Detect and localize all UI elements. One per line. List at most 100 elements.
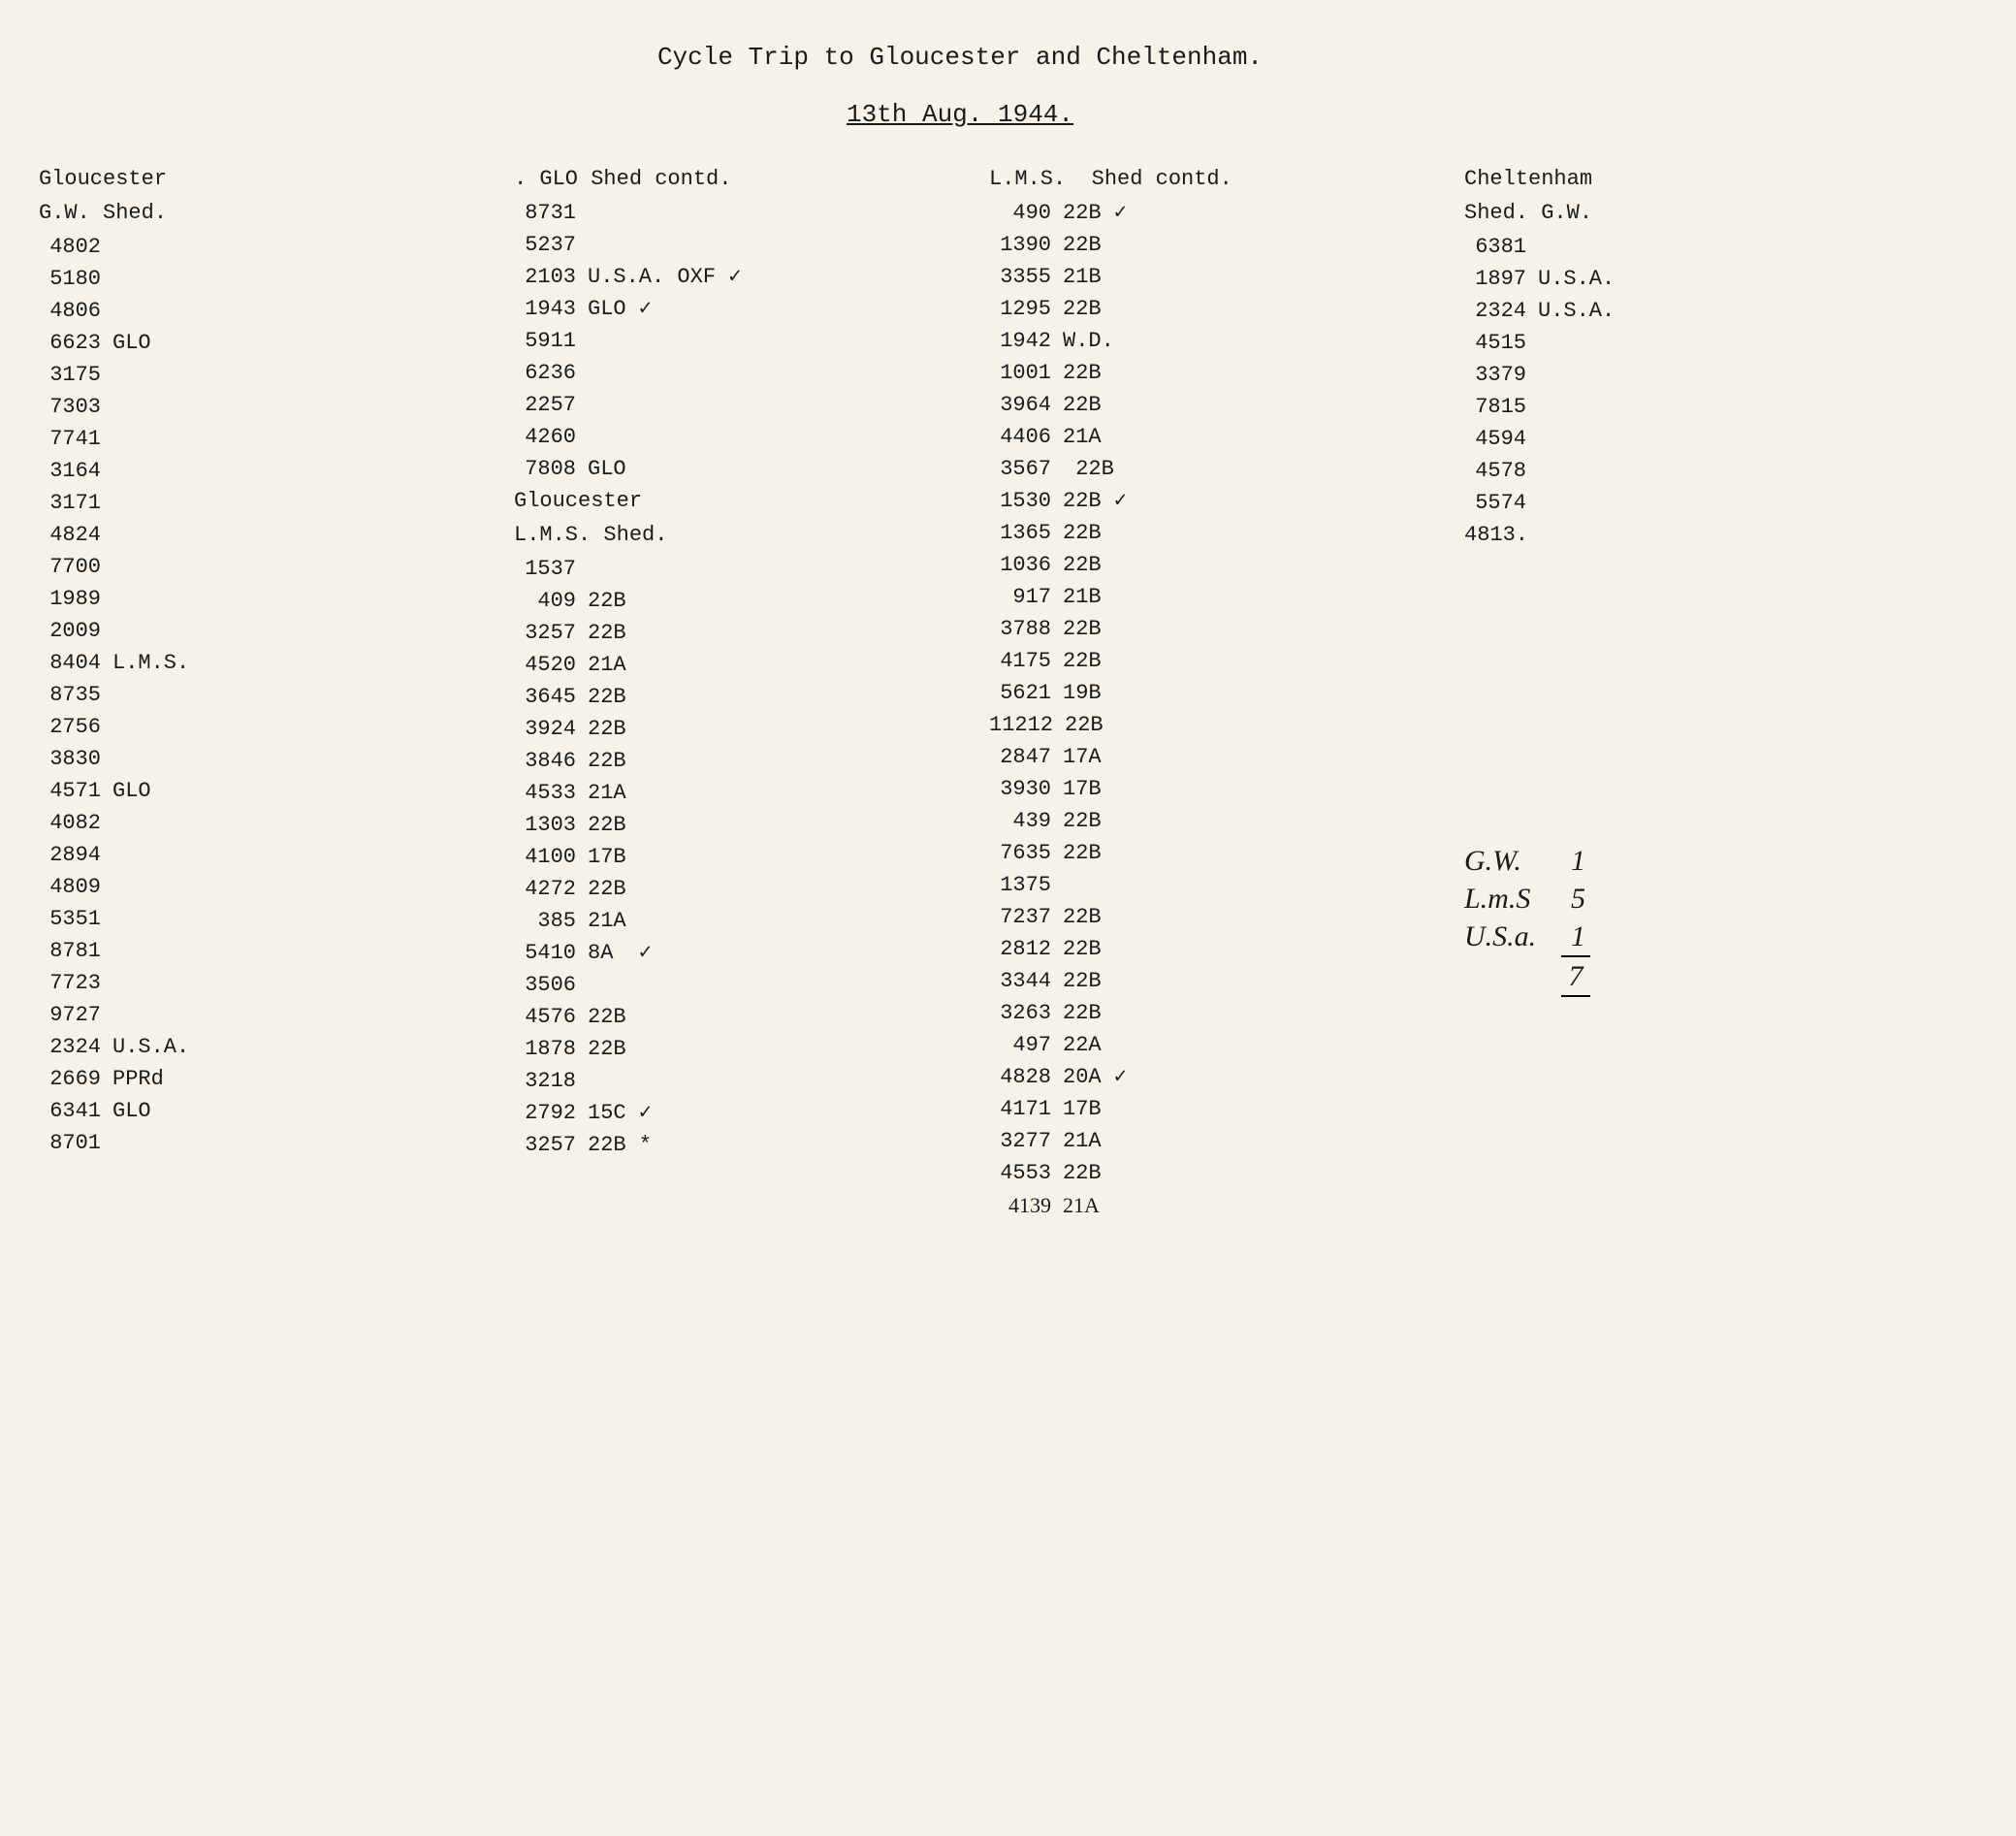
loco-note — [112, 839, 200, 871]
col1-row: 6341GLO — [39, 1095, 456, 1127]
col2-row: 1943GLO ✓ — [514, 293, 931, 325]
loco-note — [112, 935, 200, 967]
loco-note — [588, 197, 675, 229]
loco-number: 5180 — [39, 263, 101, 295]
loco-number: 2324 — [1464, 295, 1526, 327]
loco-note: 22B — [1063, 549, 1150, 581]
col1-row: 4806 — [39, 295, 456, 327]
col3-row: 417522B — [989, 645, 1406, 677]
loco-number: 7303 — [39, 391, 101, 423]
loco-number: 4272 — [514, 873, 576, 905]
col3-row: 326322B — [989, 997, 1406, 1029]
loco-number: 439 — [989, 805, 1051, 837]
loco-number: 3645 — [514, 681, 576, 713]
loco-note: 22B — [1063, 517, 1150, 549]
col3-row: 4406 21A — [989, 421, 1406, 453]
loco-number: 497 — [989, 1029, 1051, 1061]
loco-note: GLO ✓ — [588, 293, 675, 325]
loco-number: 1897 — [1464, 263, 1526, 295]
loco-note: 22A — [1063, 1029, 1150, 1061]
loco-note — [588, 969, 675, 1001]
loco-number: 4171 — [989, 1093, 1051, 1125]
loco-number: 4809 — [39, 871, 101, 903]
col3-row: 562119B — [989, 677, 1406, 709]
loco-note: 21A — [1063, 421, 1150, 453]
col2b-row: 364522B — [514, 681, 931, 713]
col4-row: 4515 — [1464, 327, 1881, 359]
loco-note: 22B — [588, 617, 675, 649]
loco-note — [112, 999, 200, 1031]
loco-number: 4578 — [1464, 455, 1526, 487]
column-3: L.M.S. Shed contd. 49022B ✓139022B335521… — [989, 163, 1406, 1221]
loco-number: 8735 — [39, 679, 101, 711]
loco-number: 4533 — [514, 777, 576, 809]
col1-row: 7303 — [39, 391, 456, 423]
tally-value: 5 — [1571, 880, 1585, 918]
loco-number: 7723 — [39, 967, 101, 999]
col3-row: 100122B — [989, 357, 1406, 389]
loco-note: GLO — [588, 453, 675, 485]
col1-row: 3175 — [39, 359, 456, 391]
col2b-row: 325722B * — [514, 1129, 931, 1161]
loco-number: 1001 — [989, 357, 1051, 389]
col1-row: 3164 — [39, 455, 456, 487]
loco-note: 8A ✓ — [588, 937, 675, 969]
loco-number: 3171 — [39, 487, 101, 519]
col2-header2a: Gloucester — [514, 485, 931, 517]
tally-row: L.m.S5 — [1464, 880, 1881, 918]
loco-note: 22B — [1063, 965, 1150, 997]
loco-number: 2792 — [514, 1097, 576, 1129]
loco-number: 385 — [514, 905, 576, 937]
col4-row: 2324U.S.A. — [1464, 295, 1881, 327]
loco-note: 21A — [588, 905, 675, 937]
loco-note: 22B — [1063, 933, 1150, 965]
col1-row: 8781 — [39, 935, 456, 967]
col1-row: 4802 — [39, 231, 456, 263]
col4-row: 6381 — [1464, 231, 1881, 263]
loco-note — [112, 551, 200, 583]
loco-note — [112, 583, 200, 615]
col3-row: 763522B — [989, 837, 1406, 869]
col3-row: 91721B — [989, 581, 1406, 613]
loco-note: 22B * — [588, 1129, 675, 1161]
col3-row: 281222B — [989, 933, 1406, 965]
col3-row: 497 22A — [989, 1029, 1406, 1061]
loco-note: 22B — [1063, 613, 1150, 645]
col1-row: 4809 — [39, 871, 456, 903]
loco-number: 4406 — [989, 421, 1051, 453]
loco-number: 2669 — [39, 1063, 101, 1095]
col1-header1: Gloucester — [39, 163, 456, 195]
col2-header2b: L.M.S. Shed. — [514, 519, 931, 551]
loco-number: 7700 — [39, 551, 101, 583]
loco-note — [1538, 231, 1625, 263]
loco-number: 4175 — [989, 645, 1051, 677]
loco-number: 1530 — [989, 485, 1051, 517]
loco-number: 5410 — [514, 937, 576, 969]
loco-note: 22B — [1063, 229, 1150, 261]
loco-note: PPRd — [112, 1063, 200, 1095]
loco-number: 5574 — [1464, 487, 1526, 519]
loco-number: 3164 — [39, 455, 101, 487]
loco-note: 15C ✓ — [588, 1097, 675, 1129]
loco-note: 22B — [588, 873, 675, 905]
loco-note — [1538, 327, 1625, 359]
column-1: Gloucester G.W. Shed. 4802518048066623GL… — [39, 163, 456, 1159]
loco-note: U.S.A. — [112, 1031, 200, 1063]
loco-note: 21B — [1063, 261, 1150, 293]
loco-note: 22B — [1063, 837, 1150, 869]
column-2: . GLO Shed contd. 873152372103U.S.A. OXF… — [514, 163, 931, 1161]
loco-note: 21A — [588, 649, 675, 681]
loco-number: 3263 — [989, 997, 1051, 1029]
col2b-row: 40922B — [514, 585, 931, 617]
col3-row: 334422B — [989, 965, 1406, 997]
col3-row: 3567 22B — [989, 453, 1406, 485]
loco-note: 22B — [1063, 389, 1150, 421]
col1-row: 7723 — [39, 967, 456, 999]
col3-row: 284717A — [989, 741, 1406, 773]
loco-number: 7808 — [514, 453, 576, 485]
column-4: Cheltenham Shed. G.W. 63811897U.S.A.2324… — [1464, 163, 1881, 997]
loco-note — [112, 711, 200, 743]
loco-note — [112, 807, 200, 839]
loco-note: GLO — [112, 327, 200, 359]
col3-header1: L.M.S. Shed contd. — [989, 163, 1406, 195]
